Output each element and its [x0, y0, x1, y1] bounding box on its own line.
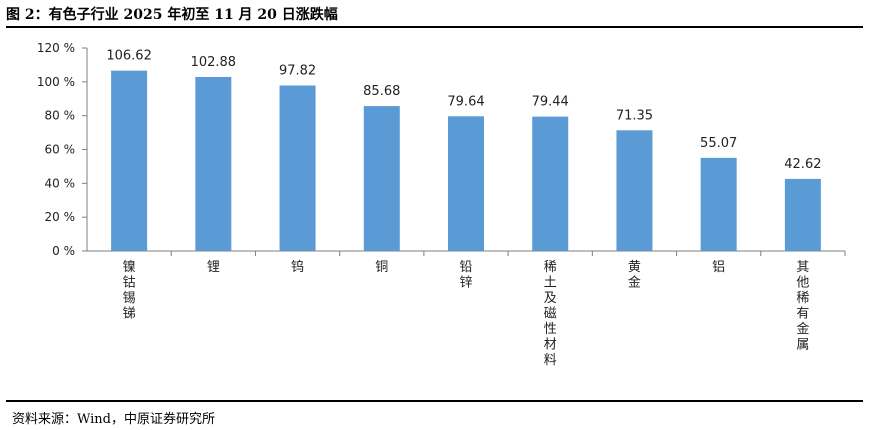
category-label: 锂: [207, 260, 220, 275]
category-label: 铅锌: [459, 260, 472, 291]
data-label: 71.35: [616, 108, 653, 123]
data-label: 106.62: [106, 49, 152, 64]
bar: [784, 178, 821, 251]
category-label: 钨: [291, 259, 304, 275]
source-note: 资料来源：Wind，中原证券研究所: [12, 412, 215, 427]
data-label: 97.82: [279, 64, 316, 79]
data-label: 79.44: [532, 95, 569, 110]
data-label: 55.07: [700, 136, 737, 151]
data-label: 79.64: [447, 94, 484, 109]
bar: [111, 70, 148, 252]
top-rule: [6, 26, 863, 28]
bar: [195, 76, 232, 251]
bar: [363, 106, 400, 251]
category-label: 镍钴锡锑: [123, 260, 136, 322]
category-label: 稀土及磁性材料: [544, 260, 557, 368]
category-label: 黄金: [628, 260, 641, 291]
y-tick-label: 80 %: [45, 109, 76, 123]
bar-chart: 0 % 20 % 40 % 60 % 80 % 100 % 120 % 106.62 102.…: [37, 41, 846, 368]
y-tick-label: 100 %: [37, 75, 75, 89]
data-label: 42.62: [784, 157, 821, 172]
y-tick-label: 0 %: [52, 244, 75, 258]
bar: [532, 116, 569, 251]
y-tick-label: 20 %: [45, 210, 76, 224]
data-label: 85.68: [363, 84, 400, 99]
y-tick-label: 120 %: [37, 41, 75, 55]
category-labels: 镍钴锡锑 锂 钨 铜 铅锌 稀土及磁性材料 黄金 铝 其他稀有金属: [123, 259, 810, 368]
y-tick-label: 60 %: [45, 143, 76, 157]
bar: [616, 130, 653, 251]
category-label: 铝: [712, 260, 725, 275]
bar: [279, 85, 316, 251]
y-tick-label: 40 %: [45, 176, 76, 190]
data-labels: 106.62 102.88 97.82 85.68 79.64 79.44 71.35 55.…: [106, 49, 821, 172]
bottom-rule: [6, 400, 863, 402]
bar: [448, 116, 484, 251]
data-label: 102.88: [191, 55, 237, 70]
category-label: 其他稀有金属: [796, 260, 809, 353]
figure-title: 图 2：有色子行业 2025 年初至 11 月 20 日涨跌幅: [6, 7, 338, 23]
category-label: 铜: [375, 260, 388, 275]
bars: [111, 70, 846, 256]
bar: [700, 157, 737, 251]
